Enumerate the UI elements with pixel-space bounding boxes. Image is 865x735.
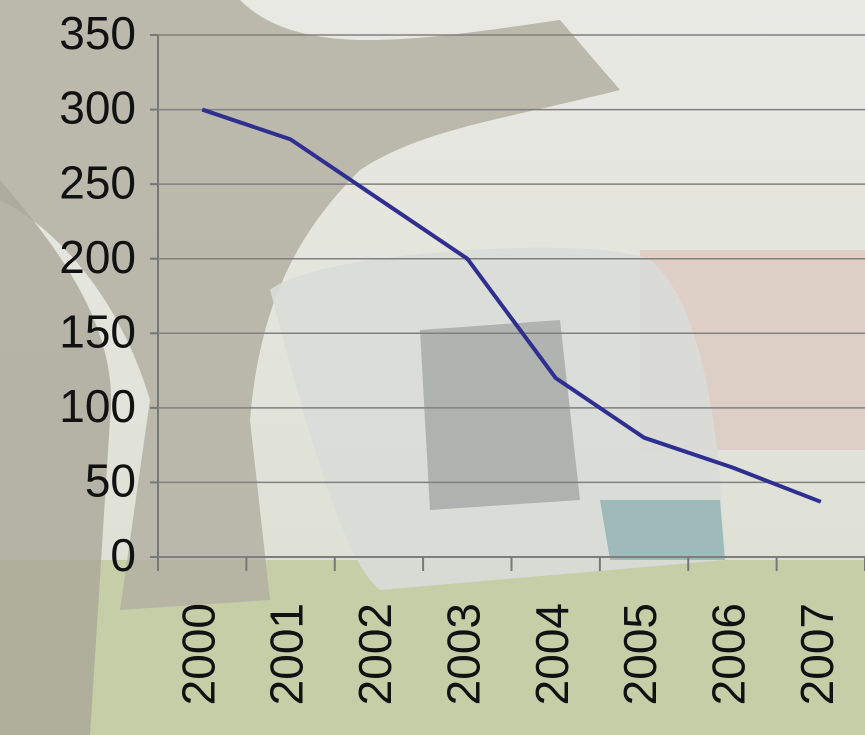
x-tick-label: 2004 bbox=[526, 603, 578, 705]
y-tick-label: 0 bbox=[110, 529, 136, 581]
x-tick-label: 2003 bbox=[437, 603, 489, 705]
y-tick-label: 250 bbox=[59, 156, 136, 208]
x-tick-label: 2002 bbox=[349, 603, 401, 705]
y-tick-label: 100 bbox=[59, 380, 136, 432]
chart: 0 50 100 150 200 250 300 350 2000 2001 2002 2003 200… bbox=[0, 0, 865, 735]
x-tick-label: 2000 bbox=[172, 603, 224, 705]
y-tick-label: 300 bbox=[59, 82, 136, 134]
y-tick-label: 50 bbox=[85, 455, 136, 507]
x-tick-label: 2007 bbox=[791, 603, 843, 705]
y-tick-label: 200 bbox=[59, 231, 136, 283]
y-tick-label: 150 bbox=[59, 305, 136, 357]
x-tick-label: 2006 bbox=[703, 603, 755, 705]
x-tick-label: 2005 bbox=[614, 603, 666, 705]
x-tick-label: 2001 bbox=[261, 603, 313, 705]
page: 0 50 100 150 200 250 300 350 2000 2001 2002 2003 200… bbox=[0, 0, 865, 735]
y-tick-label: 350 bbox=[59, 7, 136, 59]
